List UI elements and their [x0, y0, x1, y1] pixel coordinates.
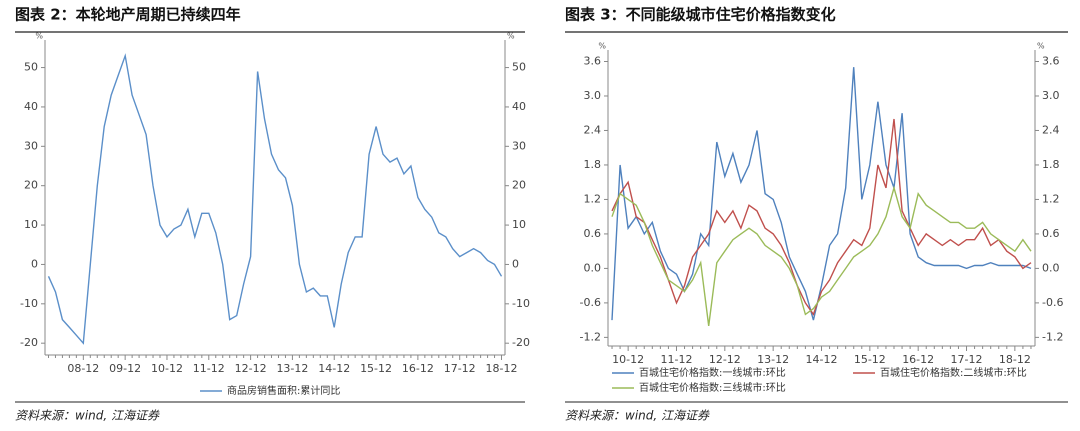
y-tick-label: 2.4	[584, 123, 602, 136]
y2-tick-label: 3.6	[1042, 54, 1060, 67]
y-tick-label: 3.0	[584, 89, 602, 102]
y-tick-label: -10	[20, 297, 38, 310]
y2-tick-label: -0.6	[1042, 296, 1063, 309]
source: 资料来源：wind, 江海证券	[565, 409, 710, 423]
x-tick-label: 18-12	[999, 353, 1031, 366]
x-tick-label: 15-12	[360, 362, 392, 375]
y-tick-label: 30	[24, 139, 38, 152]
y-tick-label: -0.6	[580, 296, 601, 309]
y-unit: %	[35, 32, 43, 41]
y2-tick-label: -10	[512, 297, 530, 310]
y-tick-label: 0.0	[584, 261, 602, 274]
y2-tick-label: 1.2	[1042, 192, 1060, 205]
x-tick-label: 08-12	[67, 362, 99, 375]
x-tick-label: 17-12	[444, 362, 476, 375]
y-tick-label: 1.2	[584, 192, 602, 205]
chart-title: 图表 2：本轮地产周期已持续四年	[15, 6, 241, 24]
y2-tick-label: 0.6	[1042, 227, 1060, 240]
y-unit: %	[598, 42, 606, 51]
y2-tick-label: 0	[512, 257, 519, 270]
x-tick-label: 10-12	[612, 353, 644, 366]
y2-unit: %	[507, 32, 515, 41]
x-tick-label: 12-12	[235, 362, 267, 375]
data-line	[47, 53, 503, 345]
y-tick-label: 40	[24, 100, 38, 113]
y2-tick-label: 20	[512, 179, 526, 192]
y2-tick-label: 40	[512, 100, 526, 113]
x-tick-label: 11-12	[660, 353, 692, 366]
x-tick-label: 14-12	[318, 362, 350, 375]
y2-tick-label: 0.0	[1042, 261, 1060, 274]
y-tick-label: -20	[20, 336, 38, 349]
y-tick-label: 0	[31, 257, 38, 270]
y-tick-label: 0.6	[584, 227, 602, 240]
y2-tick-label: 10	[512, 218, 526, 231]
x-tick-label: 18-12	[486, 362, 518, 375]
y-tick-label: -1.2	[580, 330, 601, 343]
y-tick-label: 3.6	[584, 54, 602, 67]
y2-tick-label: -1.2	[1042, 330, 1063, 343]
legend-label: 百城住宅价格指数:一线城市:环比	[639, 366, 786, 379]
y2-tick-label: 30	[512, 139, 526, 152]
x-tick-label: 15-12	[854, 353, 886, 366]
data-line	[611, 185, 1032, 326]
x-tick-label: 13-12	[276, 362, 308, 375]
x-tick-label: 11-12	[193, 362, 225, 375]
y2-tick-label: 3.0	[1042, 89, 1060, 102]
y2-tick-label: 50	[512, 61, 526, 74]
x-tick-label: 10-12	[151, 362, 183, 375]
x-tick-label: 13-12	[757, 353, 789, 366]
legend-label: 商品房销售面积:累计同比	[227, 384, 340, 397]
chart-title: 图表 3：不同能级城市住宅价格指数变化	[565, 6, 836, 24]
source: 资料来源：wind, 江海证券	[15, 409, 160, 423]
data-line	[611, 67, 1032, 321]
x-tick-label: 17-12	[951, 353, 983, 366]
y2-unit: %	[1037, 42, 1045, 51]
y-tick-label: 50	[24, 61, 38, 74]
x-tick-label: 09-12	[109, 362, 141, 375]
x-tick-label: 16-12	[902, 353, 934, 366]
y-tick-label: 1.8	[584, 158, 602, 171]
y2-tick-label: -20	[512, 336, 530, 349]
y2-tick-label: 1.8	[1042, 158, 1060, 171]
y2-tick-label: 2.4	[1042, 123, 1060, 136]
y-tick-label: 20	[24, 179, 38, 192]
legend-label: 百城住宅价格指数:三线城市:环比	[639, 381, 786, 394]
x-tick-label: 16-12	[402, 362, 434, 375]
y-tick-label: 10	[24, 218, 38, 231]
x-tick-label: 12-12	[709, 353, 741, 366]
legend-label: 百城住宅价格指数:二线城市:环比	[880, 366, 1027, 379]
x-tick-label: 14-12	[806, 353, 838, 366]
data-line	[611, 118, 1032, 316]
